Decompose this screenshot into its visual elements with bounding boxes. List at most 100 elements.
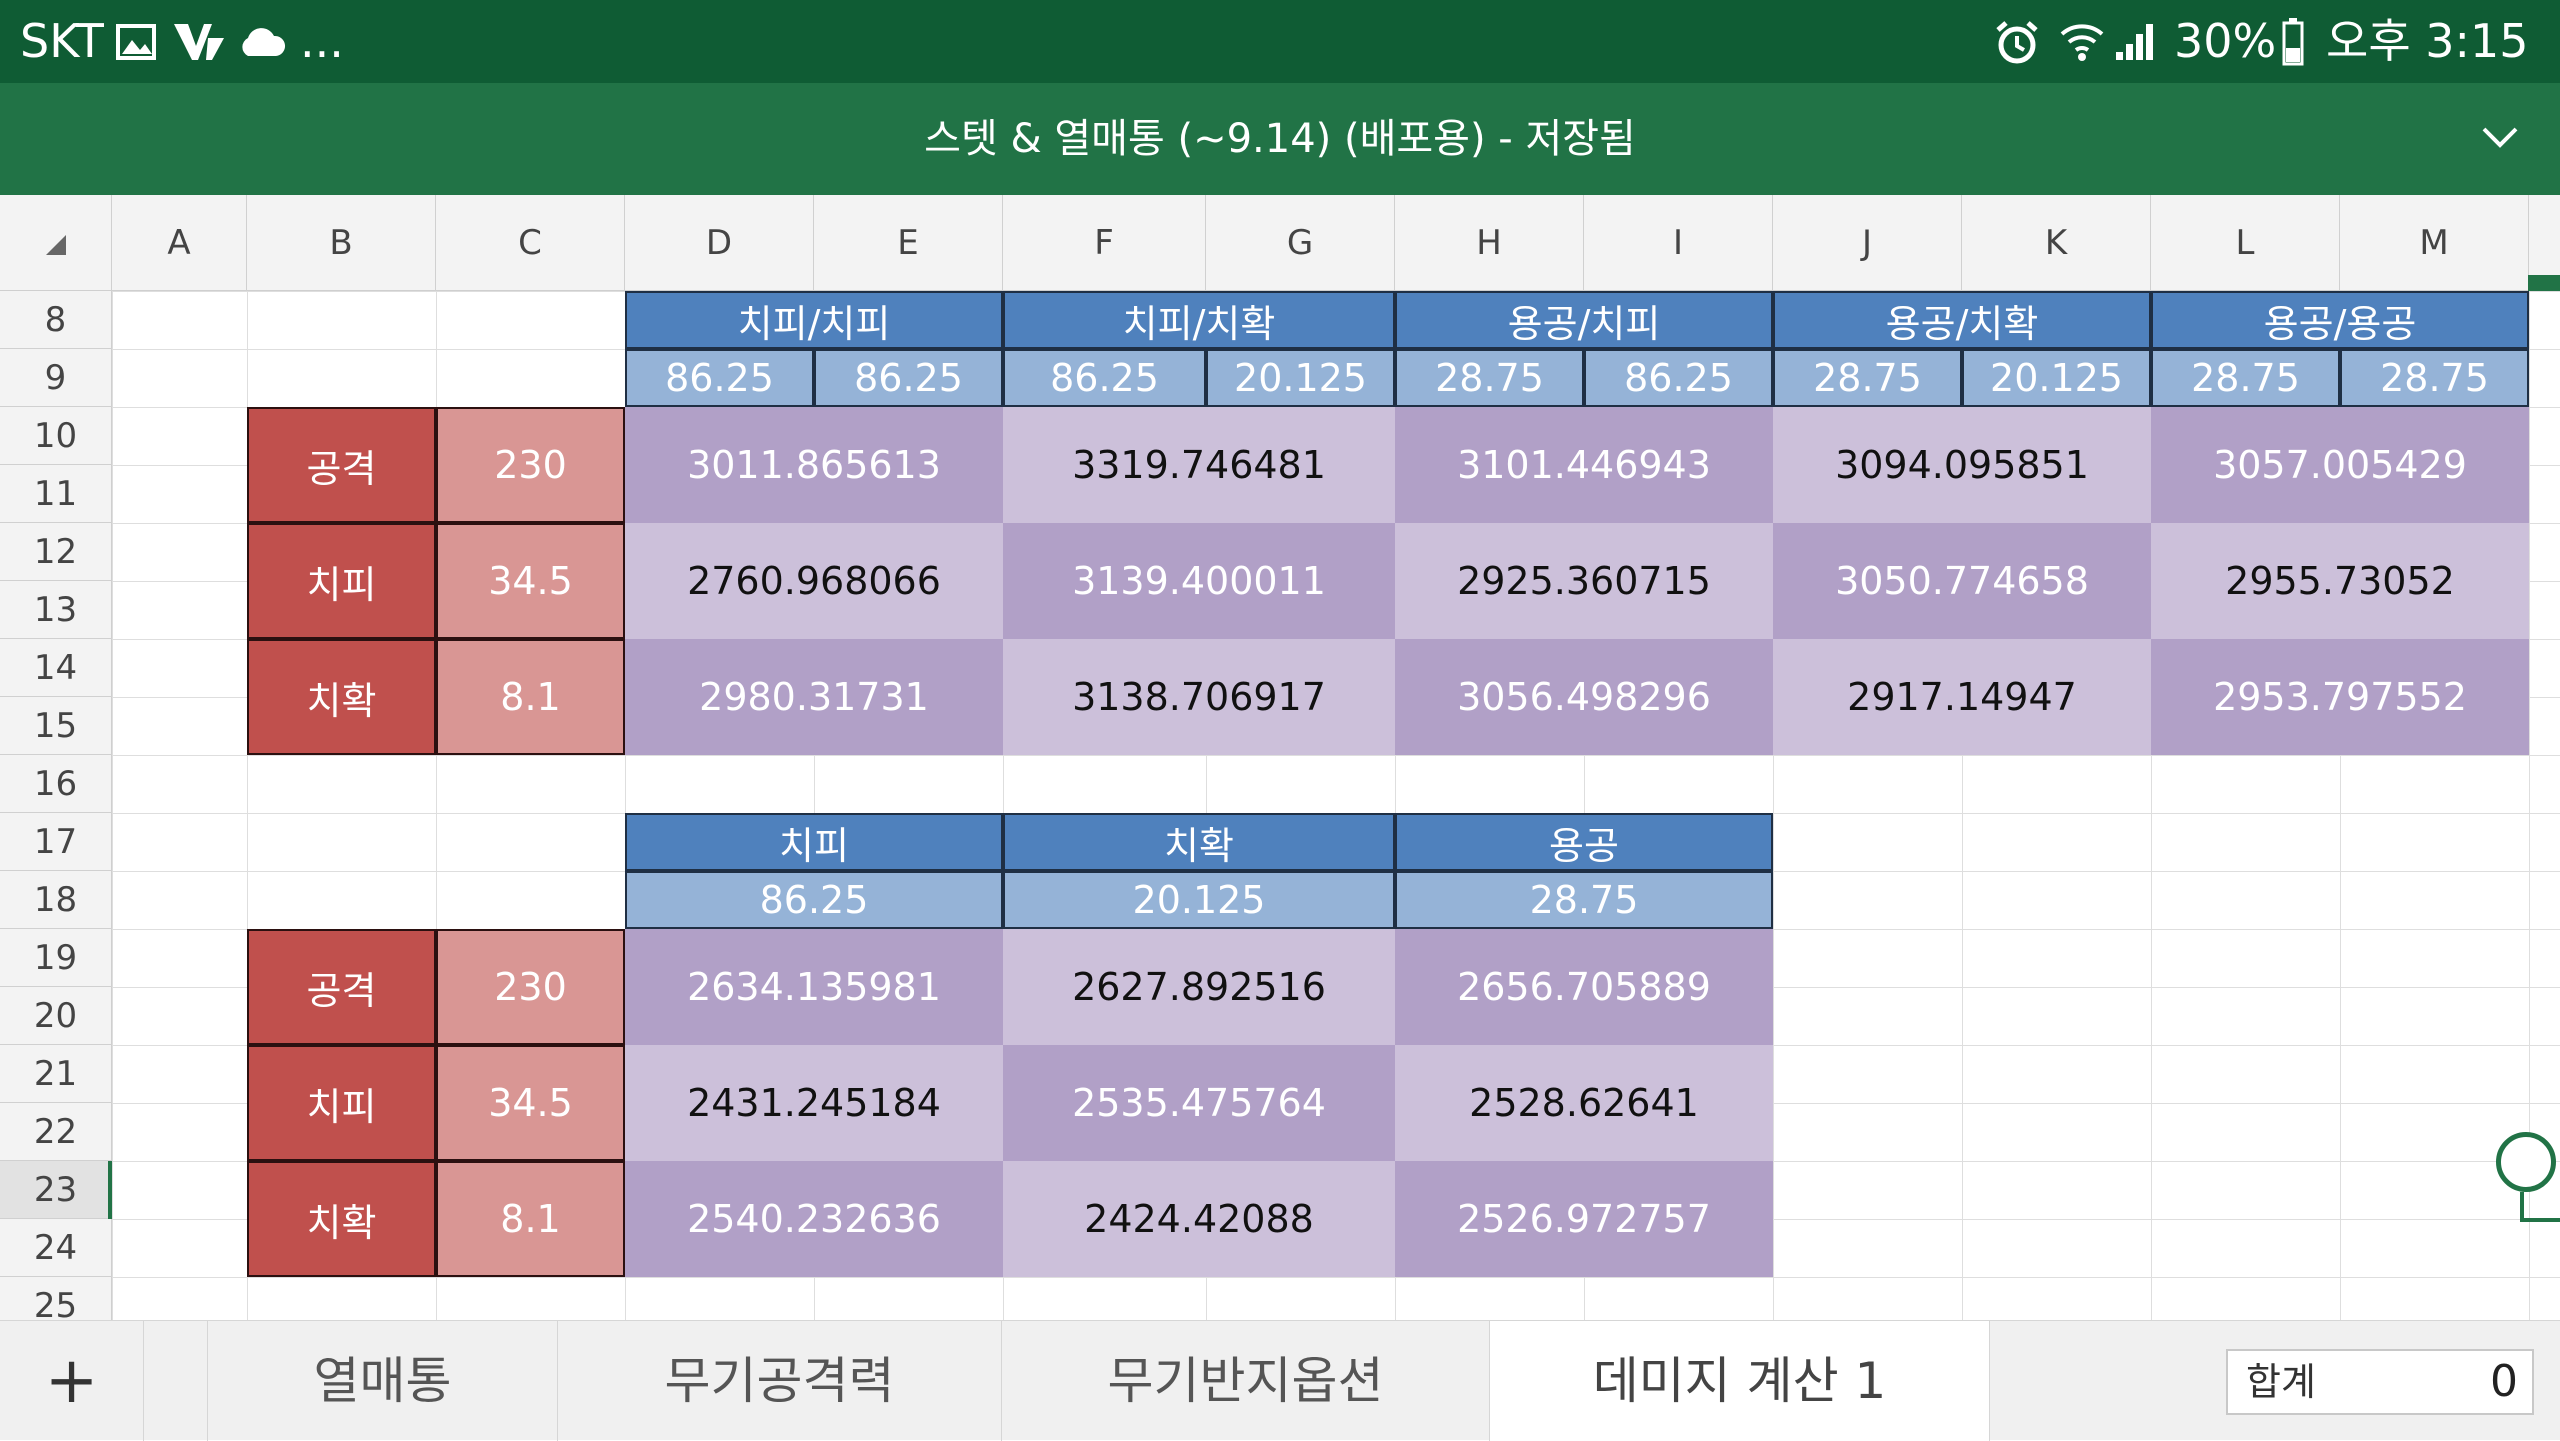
row-header-13[interactable]: 13 [0, 581, 112, 639]
row-header-9[interactable]: 9 [0, 349, 112, 407]
row-header-22[interactable]: 22 [0, 1103, 112, 1161]
row-header-25[interactable]: 25 [0, 1277, 112, 1320]
table1-subheader[interactable]: 28.75 [2340, 349, 2529, 407]
table2-value-cell[interactable]: 2526.972757 [1395, 1161, 1773, 1277]
row-header-12[interactable]: 12 [0, 523, 112, 581]
table1-value-cell[interactable]: 2925.360715 [1395, 523, 1773, 639]
table2-value-cell[interactable]: 2634.135981 [625, 929, 1003, 1045]
spreadsheet-grid[interactable]: 8 9 10 11 12 13 14 15 16 17 18 19 20 21 22 23 24 25 치피/치피 치… [0, 291, 2560, 1320]
table2-row-label[interactable]: 치확 [247, 1161, 436, 1277]
row-header-11[interactable]: 11 [0, 465, 112, 523]
table1-header[interactable]: 용공/치확 [1773, 291, 2151, 349]
table1-subheader[interactable]: 86.25 [1584, 349, 1773, 407]
table2-subheader[interactable]: 20.125 [1003, 871, 1395, 929]
table1-row-value[interactable]: 34.5 [436, 523, 625, 639]
row-header-18[interactable]: 18 [0, 871, 112, 929]
table1-subheader[interactable]: 28.75 [1395, 349, 1584, 407]
table1-value-cell[interactable]: 2953.797552 [2151, 639, 2529, 755]
table2-value-cell[interactable]: 2540.232636 [625, 1161, 1003, 1277]
table2-value-cell[interactable]: 2656.705889 [1395, 929, 1773, 1045]
row-header-16[interactable]: 16 [0, 755, 112, 813]
table1-value-cell[interactable]: 3011.865613 [625, 407, 1003, 523]
column-header-d[interactable]: D [625, 195, 814, 291]
row-header-8[interactable]: 8 [0, 291, 112, 349]
table1-row-value[interactable]: 8.1 [436, 639, 625, 755]
table2-subheader[interactable]: 86.25 [625, 871, 1003, 929]
column-header-l[interactable]: L [2151, 195, 2340, 291]
table1-row-label[interactable]: 치확 [247, 639, 436, 755]
row-header-19[interactable]: 19 [0, 929, 112, 987]
table1-value-cell[interactable]: 2917.14947 [1773, 639, 2151, 755]
table1-subheader[interactable]: 20.125 [1962, 349, 2151, 407]
table2-header[interactable]: 치피 [625, 813, 1003, 871]
row-header-20[interactable]: 20 [0, 987, 112, 1045]
column-header-g[interactable]: G [1206, 195, 1395, 291]
chevron-down-icon[interactable] [2480, 123, 2520, 153]
row-header-14[interactable]: 14 [0, 639, 112, 697]
tab-fruit[interactable]: 열매통 [208, 1321, 558, 1441]
table2-row-value[interactable]: 34.5 [436, 1045, 625, 1161]
table1-subheader[interactable]: 28.75 [1773, 349, 1962, 407]
table1-subheader[interactable]: 86.25 [1003, 349, 1206, 407]
table2-header[interactable]: 용공 [1395, 813, 1773, 871]
column-header-a[interactable]: A [112, 195, 247, 291]
column-header-c[interactable]: C [436, 195, 625, 291]
table2-value-cell[interactable]: 2528.62641 [1395, 1045, 1773, 1161]
row-header-21[interactable]: 21 [0, 1045, 112, 1103]
row-header-17[interactable]: 17 [0, 813, 112, 871]
tab-damage-calc[interactable]: 데미지 계산 1 [1490, 1321, 1990, 1441]
tab-weapon-attack[interactable]: 무기공격력 [558, 1321, 1002, 1441]
status-summary[interactable]: 합계 0 [2226, 1349, 2534, 1415]
table1-value-cell[interactable]: 3050.774658 [1773, 523, 2151, 639]
table1-value-cell[interactable]: 3094.095851 [1773, 407, 2151, 523]
row-header-15[interactable]: 15 [0, 697, 112, 755]
table1-row-label[interactable]: 공격 [247, 407, 436, 523]
column-header-j[interactable]: J [1773, 195, 1962, 291]
table1-header[interactable]: 용공/치피 [1395, 291, 1773, 349]
table2-subheader[interactable]: 28.75 [1395, 871, 1773, 929]
document-title[interactable]: 스텟 & 열매통 (~9.14) (배포용) - 저장됨 [924, 116, 1636, 162]
column-header-h[interactable]: H [1395, 195, 1584, 291]
add-sheet-button[interactable]: + [0, 1321, 144, 1441]
table1-value-cell[interactable]: 3056.498296 [1395, 639, 1773, 755]
table1-value-cell[interactable]: 2980.31731 [625, 639, 1003, 755]
table1-row-label[interactable]: 치피 [247, 523, 436, 639]
column-header-k[interactable]: K [1962, 195, 2151, 291]
table2-value-cell[interactable]: 2431.245184 [625, 1045, 1003, 1161]
table1-subheader[interactable]: 86.25 [625, 349, 814, 407]
column-header-e[interactable]: E [814, 195, 1003, 291]
table1-header[interactable]: 치피/치확 [1003, 291, 1395, 349]
select-all-corner[interactable] [0, 195, 112, 291]
column-header-f[interactable]: F [1003, 195, 1206, 291]
tab-weapon-ring-options[interactable]: 무기반지옵션 [1002, 1321, 1490, 1441]
column-header-m[interactable]: M [2340, 195, 2529, 291]
table1-value-cell[interactable]: 3138.706917 [1003, 639, 1395, 755]
table1-value-cell[interactable]: 3319.746481 [1003, 407, 1395, 523]
table1-value-cell[interactable]: 3139.400011 [1003, 523, 1395, 639]
table1-row-value[interactable]: 230 [436, 407, 625, 523]
table2-row-label[interactable]: 공격 [247, 929, 436, 1045]
table1-header[interactable]: 치피/치피 [625, 291, 1003, 349]
column-header-i[interactable]: I [1584, 195, 1773, 291]
column-header-b[interactable]: B [247, 195, 436, 291]
table2-row-value[interactable]: 230 [436, 929, 625, 1045]
row-header-24[interactable]: 24 [0, 1219, 112, 1277]
table1-subheader[interactable]: 28.75 [2151, 349, 2340, 407]
table2-row-label[interactable]: 치피 [247, 1045, 436, 1161]
table1-value-cell[interactable]: 2955.73052 [2151, 523, 2529, 639]
table1-subheader[interactable]: 86.25 [814, 349, 1003, 407]
selection-handle[interactable] [2496, 1132, 2556, 1192]
table1-subheader[interactable]: 20.125 [1206, 349, 1395, 407]
table2-row-value[interactable]: 8.1 [436, 1161, 625, 1277]
row-header-23[interactable]: 23 [0, 1161, 112, 1219]
table2-value-cell[interactable]: 2535.475764 [1003, 1045, 1395, 1161]
table1-header[interactable]: 용공/용공 [2151, 291, 2529, 349]
table2-value-cell[interactable]: 2424.42088 [1003, 1161, 1395, 1277]
more-notifications: ... [300, 14, 344, 68]
row-header-10[interactable]: 10 [0, 407, 112, 465]
table1-value-cell[interactable]: 2760.968066 [625, 523, 1003, 639]
table1-value-cell[interactable]: 3101.446943 [1395, 407, 1773, 523]
table2-header[interactable]: 치확 [1003, 813, 1395, 871]
table2-value-cell[interactable]: 2627.892516 [1003, 929, 1395, 1045]
table1-value-cell[interactable]: 3057.005429 [2151, 407, 2529, 523]
